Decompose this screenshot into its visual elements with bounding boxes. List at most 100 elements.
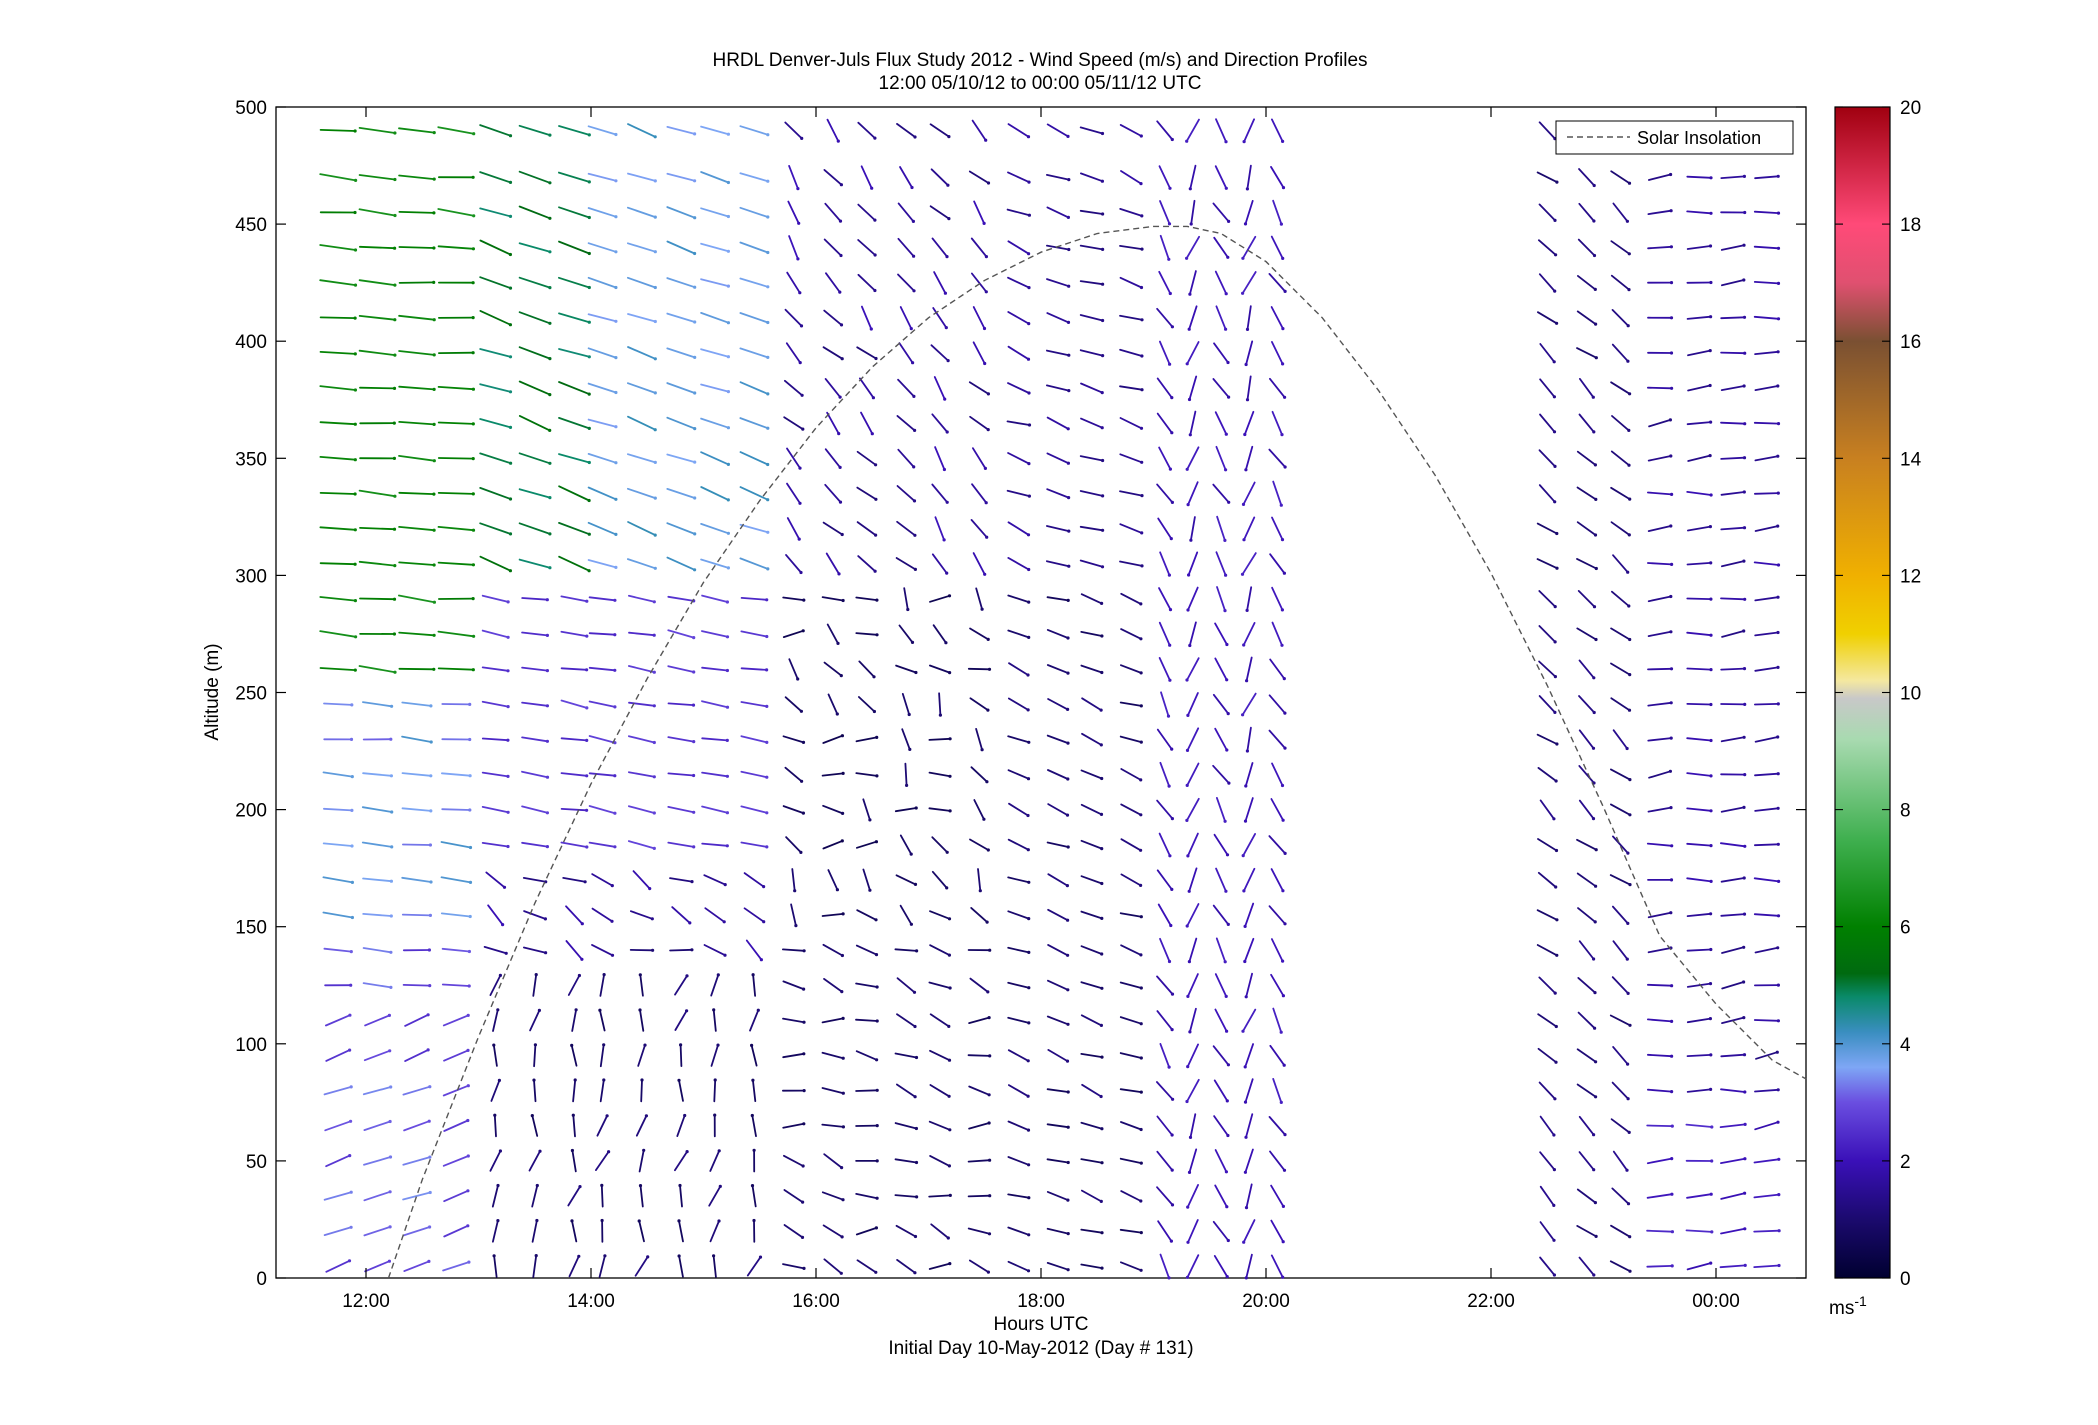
wind-barb bbox=[479, 486, 512, 500]
wind-barb bbox=[1243, 118, 1255, 143]
wind-barb-head bbox=[1140, 318, 1144, 322]
wind-barb bbox=[1160, 691, 1170, 717]
wind-barb bbox=[1720, 526, 1746, 531]
wind-barb-head bbox=[614, 132, 618, 137]
wind-barb-head bbox=[800, 393, 804, 397]
wind-barb-head bbox=[1708, 244, 1713, 248]
wind-barb-head bbox=[1626, 1202, 1631, 1206]
wind-barb-head bbox=[875, 985, 879, 989]
wind-barb-head bbox=[387, 1259, 391, 1263]
wind-barb bbox=[855, 596, 878, 601]
wind-barb bbox=[712, 1254, 717, 1278]
wind-barb bbox=[896, 1083, 916, 1098]
wind-barb-head bbox=[1100, 847, 1104, 851]
wind-barb bbox=[967, 1227, 991, 1235]
wind-barb-head bbox=[835, 712, 839, 716]
wind-barb bbox=[929, 1049, 951, 1062]
colorbar-tick-label: 16 bbox=[1900, 332, 1921, 353]
wind-barb-head bbox=[573, 1078, 577, 1082]
wind-barb bbox=[323, 702, 353, 706]
wind-barb-head bbox=[1282, 1168, 1287, 1172]
wind-barb-head bbox=[468, 774, 472, 778]
wind-barb bbox=[1576, 1225, 1597, 1238]
wind-barb-head bbox=[1101, 494, 1105, 498]
wind-barb-head bbox=[393, 564, 397, 568]
wind-barb bbox=[587, 521, 617, 536]
wind-barb bbox=[1119, 1088, 1143, 1093]
wind-barb-head bbox=[393, 670, 397, 674]
wind-barb-head bbox=[432, 280, 436, 284]
wind-barb-head bbox=[1139, 848, 1143, 852]
wind-barb-head bbox=[875, 1159, 879, 1163]
wind-barb-head bbox=[1100, 986, 1104, 990]
wind-barb-head bbox=[1139, 134, 1143, 138]
wind-barb-head bbox=[1245, 608, 1249, 613]
wind-barb bbox=[1189, 410, 1197, 436]
wind-barb-head bbox=[653, 428, 657, 432]
wind-barb bbox=[319, 279, 357, 287]
wind-barb bbox=[1686, 1193, 1713, 1199]
wind-barb bbox=[587, 313, 617, 323]
wind-barb-head bbox=[544, 951, 548, 955]
wind-barb-head bbox=[839, 323, 844, 327]
wind-barb bbox=[1213, 1115, 1229, 1137]
wind-barb-head bbox=[602, 1078, 606, 1082]
wind-barb bbox=[558, 453, 591, 464]
wind-barb-head bbox=[1169, 923, 1173, 928]
wind-barb bbox=[363, 1226, 392, 1237]
wind-barb-head bbox=[1777, 879, 1781, 884]
wind-barb bbox=[1538, 273, 1556, 293]
wind-barb bbox=[1119, 981, 1143, 989]
wind-barb-head bbox=[1186, 713, 1190, 718]
wind-barb bbox=[598, 1254, 606, 1278]
wind-barb-head bbox=[750, 1184, 755, 1188]
wind-barb bbox=[441, 947, 471, 953]
wind-barb bbox=[359, 386, 396, 390]
wind-barb-head bbox=[985, 535, 989, 539]
wind-barb-head bbox=[1742, 1053, 1747, 1057]
wind-barb-head bbox=[1027, 1021, 1031, 1025]
wind-barb-head bbox=[1281, 1204, 1285, 1208]
wind-barb bbox=[783, 416, 804, 431]
wind-barb-head bbox=[1742, 384, 1746, 388]
wind-barb-head bbox=[653, 250, 657, 254]
wind-barb-head bbox=[1187, 327, 1191, 331]
wind-barb-head bbox=[1777, 1157, 1781, 1161]
wind-barb bbox=[1272, 1078, 1283, 1104]
wind-barb bbox=[1214, 1184, 1228, 1208]
wind-barb bbox=[700, 242, 730, 253]
wind-barb bbox=[627, 415, 657, 431]
wind-barb bbox=[1721, 981, 1745, 990]
wind-barb-head bbox=[1139, 1199, 1143, 1203]
wind-barb bbox=[639, 1184, 644, 1208]
wind-barb bbox=[1576, 1083, 1597, 1098]
wind-barb-head bbox=[1139, 986, 1143, 990]
wind-barb bbox=[323, 1191, 353, 1201]
wind-barb bbox=[521, 770, 549, 779]
wind-barb bbox=[402, 1226, 431, 1237]
wind-barb-head bbox=[987, 1093, 991, 1097]
wind-barb bbox=[1212, 1045, 1230, 1066]
wind-barb-head bbox=[613, 633, 617, 637]
wind-barb-head bbox=[1281, 186, 1286, 190]
wind-barb bbox=[1721, 946, 1745, 954]
wind-barb bbox=[1753, 1193, 1780, 1199]
wind-barb-head bbox=[653, 460, 657, 464]
wind-barb bbox=[973, 200, 985, 225]
wind-barb-head bbox=[1100, 1055, 1104, 1059]
wind-barb bbox=[1159, 200, 1171, 225]
wind-barb-head bbox=[1170, 1133, 1174, 1137]
wind-barb-head bbox=[1243, 222, 1248, 226]
wind-barb-head bbox=[758, 1255, 763, 1259]
wind-barb-head bbox=[534, 973, 538, 977]
wind-barb-head bbox=[798, 291, 802, 295]
wind-barb-head bbox=[800, 136, 804, 140]
wind-barb bbox=[521, 597, 549, 601]
wind-barb-head bbox=[501, 923, 505, 927]
wind-barb-head bbox=[610, 953, 615, 957]
wind-barb bbox=[895, 874, 917, 886]
wind-barb bbox=[1156, 728, 1173, 750]
wind-barb-head bbox=[1627, 181, 1632, 185]
wind-barb bbox=[856, 346, 877, 360]
wind-barb-head bbox=[1168, 186, 1172, 190]
